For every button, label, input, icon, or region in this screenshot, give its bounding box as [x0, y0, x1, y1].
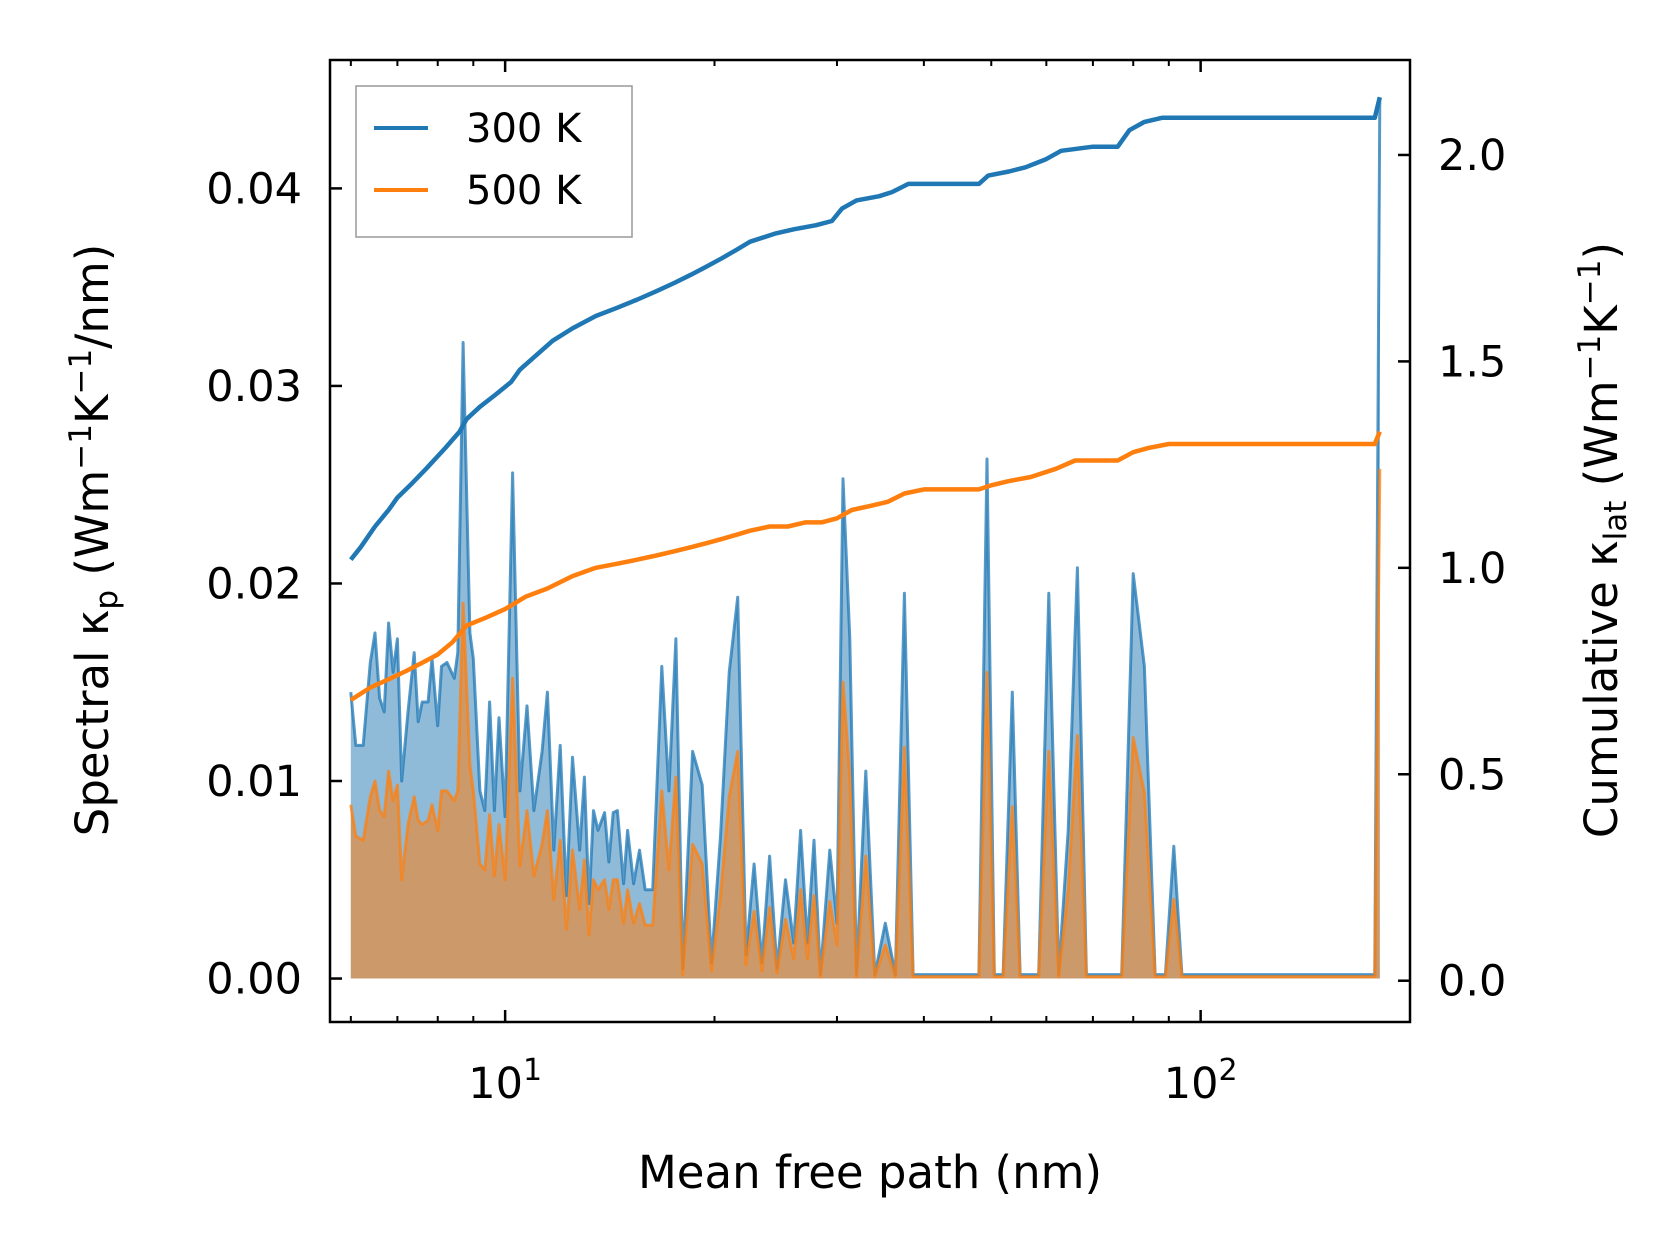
x-tick-base: 10 [468, 1059, 523, 1109]
legend-box [355, 85, 633, 238]
y-left-sup2: −1 [63, 349, 99, 395]
y-left-sub: p [89, 590, 125, 610]
y-right-tick-label: 0.0 [1438, 957, 1506, 1007]
y-left-tail: /nm) [66, 244, 119, 349]
cumulative-line-1 [349, 430, 1382, 702]
cumulative-line-0 [349, 96, 1382, 562]
y-left-prefix: Spectral κ [66, 610, 119, 837]
spectral-line-1 [349, 468, 1382, 979]
y-right-mid: K [1575, 304, 1628, 335]
y-right-sup2: −1 [1572, 260, 1608, 306]
y-left-tick-label: 0.02 [206, 559, 302, 609]
y-left-tick-label: 0.01 [206, 757, 302, 807]
y-right-tail: ) [1575, 242, 1628, 260]
y-left-sup1: −1 [63, 424, 99, 470]
y-left-tick-label: 0.04 [206, 164, 302, 214]
y-right-tick-label: 1.0 [1438, 544, 1506, 594]
y-axis-title-right: Cumulative κlat (Wm−1K−1) [1572, 242, 1634, 838]
legend-label-300k: 300 K [466, 106, 583, 152]
y-axis-title-left: Spectral κp (Wm−1K−1/nm) [63, 244, 125, 837]
y-right-tick-label: 0.5 [1438, 750, 1506, 800]
x-axis-title: Mean free path (nm) [638, 1146, 1102, 1199]
y-right-sup1: −1 [1572, 335, 1608, 381]
y-right-sub: lat [1598, 501, 1634, 541]
x-tick-label: 102 [1164, 1053, 1238, 1109]
x-tick-exp: 1 [523, 1053, 542, 1088]
y-left-tick-label: 0.03 [206, 362, 302, 412]
legend: 300 K 500 K [355, 85, 633, 238]
axis-ticks: 101 1020.000.010.020.030.040.00.51.01.52.… [206, 60, 1506, 1109]
y-right-tick-label: 1.5 [1438, 337, 1506, 387]
y-right-tick-label: 2.0 [1438, 131, 1506, 181]
y-left-unit: (Wm [66, 470, 119, 590]
y-left-mid: K [66, 393, 119, 424]
y-right-prefix: Cumulative κ [1575, 540, 1628, 838]
plot-frame [328, 58, 1412, 1024]
x-tick-label: 101 [468, 1053, 542, 1109]
x-tick-exp: 2 [1218, 1053, 1237, 1088]
y-left-tick-label: 0.00 [206, 955, 302, 1005]
legend-label-500k: 500 K [466, 168, 583, 214]
y-right-unit: (Wm [1575, 380, 1628, 500]
x-tick-base: 10 [1164, 1059, 1219, 1109]
plot-area [349, 96, 1382, 979]
